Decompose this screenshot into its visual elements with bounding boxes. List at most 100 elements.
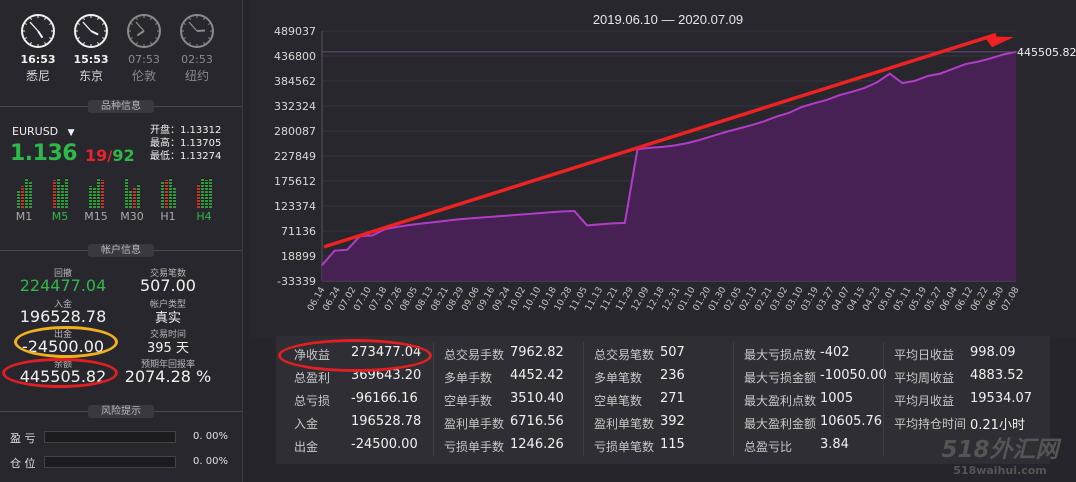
equity-point xyxy=(409,224,412,226)
equity-point xyxy=(989,57,992,60)
pnl-risk-label: 盈 亏 xyxy=(10,432,36,445)
equity-point xyxy=(548,211,550,214)
symbol-selector[interactable]: EURUSD ▼ xyxy=(12,125,75,138)
timeframe-m5[interactable]: M5 xyxy=(48,176,72,223)
stat-label: 平均月收益 xyxy=(894,394,955,408)
clock-city: 纽约 xyxy=(184,69,209,83)
timeframe-h1[interactable]: H1 xyxy=(156,176,180,223)
stat-label: 总交易笔数 xyxy=(594,348,655,362)
withdraw-highlight-ellipse xyxy=(14,326,118,358)
stat-label: 最大亏损点数 xyxy=(744,348,817,362)
annual-return-label: 预期年回报率 xyxy=(140,360,195,370)
bid-price: 1.136 xyxy=(10,141,78,166)
stat-label: 平均日收益 xyxy=(894,348,955,362)
clock-face-icon xyxy=(180,14,214,48)
pnl-risk-pct: 0. 00% xyxy=(193,431,228,442)
risk-title: 风险提示 xyxy=(88,405,154,418)
equity-point xyxy=(333,249,336,252)
clock-time: 15:53 xyxy=(73,53,109,66)
drawdown-value: 224477.04 xyxy=(19,276,107,295)
watermark-text: 518外汇网 xyxy=(941,437,1059,463)
stat-value: 115 xyxy=(660,437,685,452)
stat-label: 最大盈利金额 xyxy=(744,417,817,431)
watermark: 518外汇网 518waihui.com xyxy=(930,430,1070,477)
timeframe-label[interactable]: M1 xyxy=(15,210,33,223)
trades-label: 交易笔数 xyxy=(149,269,186,279)
timeframe-label[interactable]: M15 xyxy=(84,210,108,223)
y-tick-label: 175612 xyxy=(274,175,316,188)
stat-divider xyxy=(583,342,584,456)
equity-point xyxy=(586,224,588,227)
stat-value: 998.09 xyxy=(970,345,1016,360)
clock-city: 悉尼 xyxy=(25,69,50,83)
stat-label: 总亏损 xyxy=(294,394,331,408)
equity-point xyxy=(788,112,790,114)
equity-point xyxy=(1002,53,1005,56)
equity-area-fill xyxy=(322,51,1016,282)
stat-value: 7962.82 xyxy=(510,345,564,360)
stat-value: 369643.20 xyxy=(351,368,422,383)
risk-header: 风险提示 xyxy=(0,405,242,423)
signal-bars xyxy=(12,176,36,208)
equity-point xyxy=(598,223,601,226)
signal-bars xyxy=(156,176,180,208)
drawdown-label: 回撤 xyxy=(53,269,72,279)
timeframe-label[interactable]: M5 xyxy=(51,210,69,223)
timeframe-m15[interactable]: M15 xyxy=(84,176,108,223)
high-price: 最高：1.13705 xyxy=(150,138,222,149)
y-tick-label: 384562 xyxy=(274,75,316,88)
signal-bars xyxy=(84,176,108,208)
clock-1: 15:53 东京 xyxy=(69,12,113,84)
timeframe-label[interactable]: M30 xyxy=(120,210,144,223)
timeframe-m1[interactable]: M1 xyxy=(12,176,36,223)
clock-city: 伦敦 xyxy=(131,69,156,83)
equity-chart-panel: 2019.06.10 — 2020.07.09 489037 436800 38456… xyxy=(250,0,1076,338)
stat-value: -10050.00 xyxy=(820,368,887,383)
equity-point xyxy=(926,75,929,77)
equity-point xyxy=(825,99,828,101)
clock-time: 02:53 xyxy=(181,53,213,66)
stat-label: 最大盈利点数 xyxy=(744,394,817,408)
deposit-label: 入金 xyxy=(53,300,72,310)
clock-city: 东京 xyxy=(78,69,103,83)
equity-point xyxy=(573,210,576,212)
trade-time-label: 交易时间 xyxy=(149,330,186,340)
equity-point xyxy=(434,221,437,223)
timeframe-label[interactable]: H1 xyxy=(160,210,176,223)
stat-label: 空单笔数 xyxy=(594,394,643,408)
y-tick-label: 227849 xyxy=(274,150,316,163)
symbol-info-header: 品种信息 xyxy=(0,100,242,118)
y-tick-label: 489037 xyxy=(274,25,316,38)
equity-point xyxy=(447,219,449,222)
caret-down-icon[interactable]: ▼ xyxy=(67,128,75,138)
timeframe-m30[interactable]: M30 xyxy=(120,176,144,223)
equity-point xyxy=(523,213,525,216)
timeframe-label[interactable]: H4 xyxy=(196,210,212,223)
equity-point xyxy=(775,115,778,118)
stat-label: 盈利单手数 xyxy=(444,417,505,431)
symbol-name[interactable]: EURUSD xyxy=(12,125,59,138)
position-risk-label: 仓 位 xyxy=(10,457,36,470)
stat-value: 3510.40 xyxy=(510,391,564,406)
clock-time: 16:53 xyxy=(20,53,56,66)
pip-b: 92 xyxy=(112,146,135,165)
y-tick-label: 436800 xyxy=(274,50,316,63)
account-info-header: 帐户信息 xyxy=(0,244,242,262)
equity-chart: 2019.06.10 — 2020.07.09 489037 436800 38456… xyxy=(274,12,1076,313)
account-info-title: 帐户信息 xyxy=(88,244,154,257)
timeframe-h4[interactable]: H4 xyxy=(192,176,216,223)
stat-divider xyxy=(733,342,734,456)
stat-label: 空单手数 xyxy=(444,394,493,408)
stat-value: 6716.56 xyxy=(510,414,564,429)
equity-point xyxy=(762,120,765,123)
clock-face-icon xyxy=(21,14,55,48)
stat-value: 507 xyxy=(660,345,685,360)
stat-value: 1005 xyxy=(820,391,854,406)
equity-point xyxy=(611,222,614,225)
equity-point xyxy=(346,248,349,251)
equity-point xyxy=(396,225,399,228)
equity-point xyxy=(510,214,513,217)
stat-value: 271 xyxy=(660,391,685,406)
equity-point xyxy=(901,82,904,84)
clock-2: 07:53 伦敦 xyxy=(122,12,166,84)
